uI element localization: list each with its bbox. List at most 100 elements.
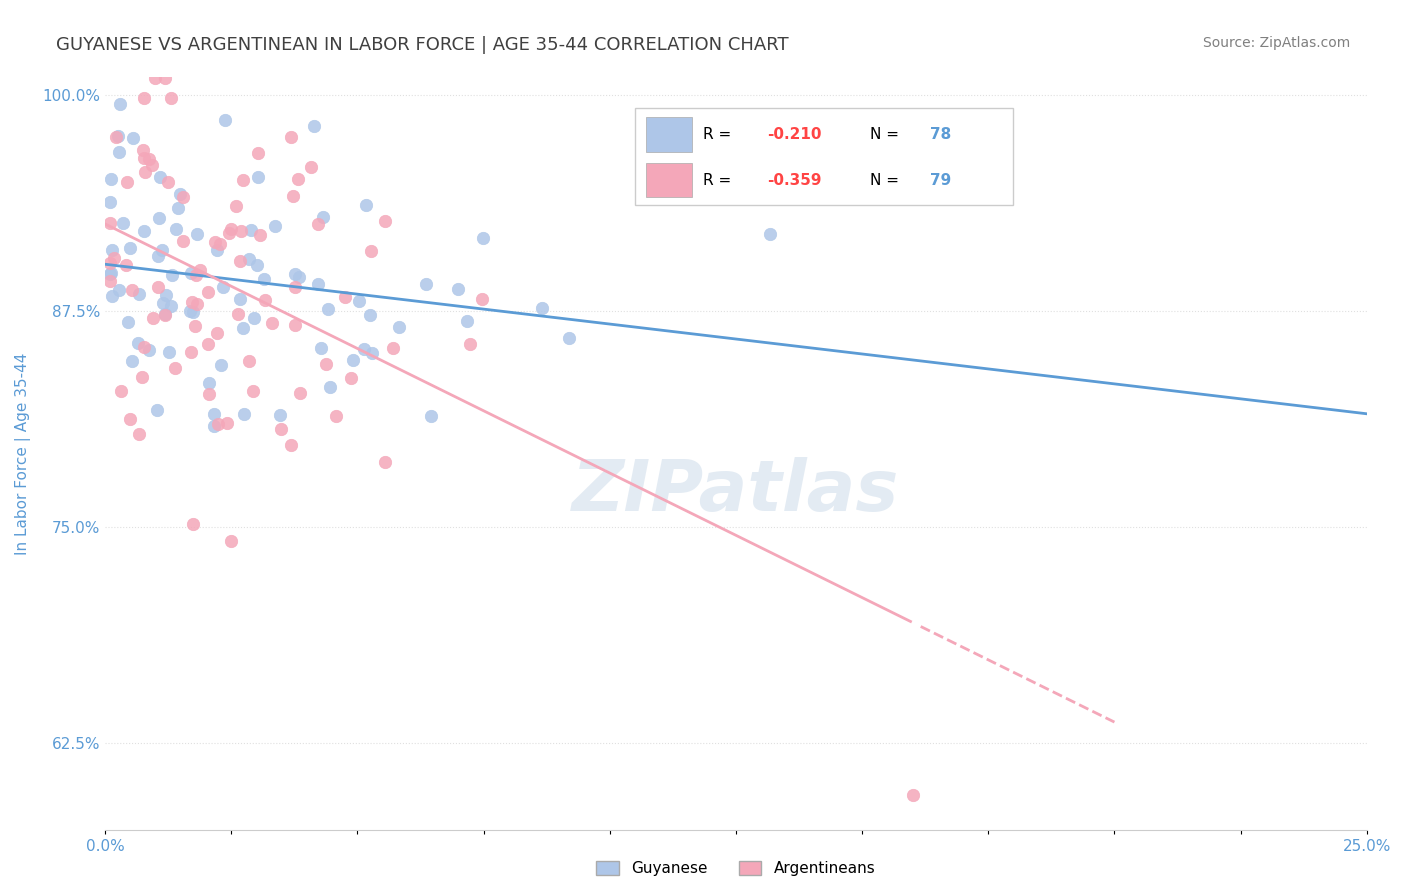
Point: [207, 417, 229, 431]
Point: [284, 267, 307, 281]
Point: [98, 255, 121, 269]
Point: [229, 224, 252, 238]
Point: [108, 284, 131, 298]
Point: [184, 318, 207, 333]
Point: [284, 318, 307, 332]
Point: [360, 244, 382, 258]
Point: [205, 243, 228, 257]
Point: [353, 342, 375, 356]
Point: [131, 369, 153, 384]
Point: [219, 534, 242, 549]
Point: [149, 170, 172, 185]
Point: [118, 412, 141, 426]
Point: [127, 336, 149, 351]
Point: [117, 316, 139, 330]
Point: [100, 289, 122, 303]
Point: [269, 408, 291, 422]
Point: [157, 175, 180, 189]
Point: [218, 227, 240, 241]
Point: [184, 268, 207, 282]
Point: [280, 438, 302, 452]
Point: [901, 788, 924, 802]
Point: [157, 345, 180, 359]
Point: [381, 341, 404, 355]
Point: [155, 70, 177, 85]
Point: [148, 211, 170, 225]
Point: [141, 158, 163, 172]
Point: [107, 128, 129, 143]
Point: [134, 91, 156, 105]
Point: [197, 337, 219, 351]
Point: [138, 343, 160, 358]
Point: [299, 160, 322, 174]
Point: [288, 386, 311, 401]
Point: [447, 281, 470, 295]
Point: [167, 201, 190, 215]
Point: [121, 354, 143, 368]
Point: [226, 307, 249, 321]
Point: [118, 241, 141, 255]
Point: [186, 227, 208, 242]
Point: [342, 353, 364, 368]
Point: [180, 345, 202, 359]
Point: [100, 266, 122, 280]
Point: [315, 357, 337, 371]
Point: [312, 211, 335, 225]
Point: [472, 231, 495, 245]
Point: [177, 56, 200, 70]
Point: [150, 243, 173, 257]
Point: [374, 455, 396, 469]
Point: [308, 217, 330, 231]
Point: [180, 266, 202, 280]
Point: [142, 310, 165, 325]
Point: [131, 144, 153, 158]
Point: [198, 386, 221, 401]
Point: [181, 516, 204, 531]
Point: [202, 407, 225, 421]
Point: [319, 380, 342, 394]
Point: [287, 269, 309, 284]
Point: [247, 146, 270, 161]
Point: [155, 288, 177, 302]
Point: [359, 308, 381, 322]
Point: [759, 227, 782, 241]
Point: [186, 297, 208, 311]
Point: [208, 237, 231, 252]
Point: [105, 129, 128, 144]
Legend: Guyanese, Argentineans: Guyanese, Argentineans: [591, 855, 882, 882]
Point: [354, 198, 377, 212]
Point: [197, 285, 219, 299]
Point: [101, 243, 124, 257]
Text: GUYANESE VS ARGENTINEAN IN LABOR FORCE | AGE 35-44 CORRELATION CHART: GUYANESE VS ARGENTINEAN IN LABOR FORCE |…: [56, 36, 789, 54]
Point: [160, 268, 183, 282]
Y-axis label: In Labor Force | Age 35-44: In Labor Force | Age 35-44: [15, 352, 31, 555]
Point: [98, 267, 121, 281]
Point: [340, 371, 363, 385]
Point: [302, 119, 325, 133]
Point: [108, 145, 131, 160]
Point: [249, 228, 271, 243]
Point: [103, 251, 125, 265]
Point: [134, 340, 156, 354]
Point: [108, 96, 131, 111]
Point: [153, 308, 176, 322]
Point: [253, 272, 276, 286]
Point: [239, 223, 262, 237]
Point: [172, 190, 194, 204]
Point: [253, 293, 276, 308]
Point: [169, 186, 191, 201]
Point: [374, 213, 396, 227]
Point: [148, 280, 170, 294]
Point: [243, 310, 266, 325]
Point: [388, 319, 411, 334]
Point: [146, 402, 169, 417]
Point: [229, 293, 252, 307]
Point: [152, 295, 174, 310]
Point: [247, 170, 270, 185]
Point: [229, 254, 252, 268]
Point: [311, 341, 333, 355]
Point: [160, 91, 183, 105]
Point: [242, 384, 264, 399]
Point: [219, 222, 242, 236]
Point: [307, 277, 329, 291]
